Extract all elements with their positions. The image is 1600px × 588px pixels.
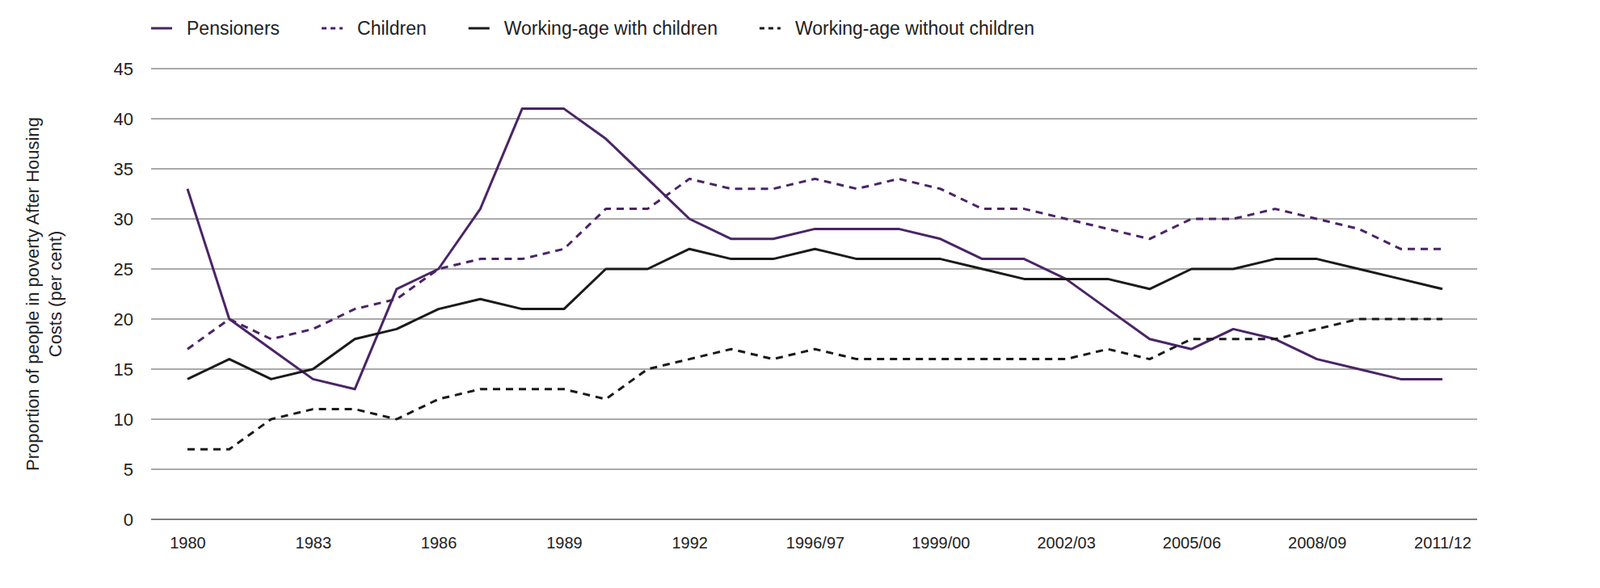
- grid-line: [151, 319, 1478, 320]
- tick: 1992: [671, 519, 708, 552]
- tick: 20: [113, 309, 152, 330]
- tick: 45: [113, 58, 152, 80]
- tick-label: 2002/03: [1036, 534, 1095, 552]
- grid-line: [151, 168, 1478, 170]
- lines: [187, 109, 1443, 451]
- grid-line: [151, 469, 1478, 471]
- tick: 1986: [421, 519, 458, 552]
- legend-item: Children: [321, 17, 427, 39]
- tick: 2002/03: [1036, 519, 1095, 552]
- tick: 30: [113, 209, 152, 230]
- series-line: [187, 109, 1443, 390]
- series-line: [187, 319, 1443, 450]
- tick-label: 2008/09: [1288, 534, 1347, 552]
- tick: 25: [113, 259, 152, 280]
- legend-swatch: [468, 27, 490, 30]
- tick: 35: [113, 159, 152, 180]
- tick-label: 1986: [421, 534, 458, 552]
- grid-line: [151, 519, 1478, 521]
- legend-label: Working-age with children: [504, 17, 718, 39]
- tick-label: 1983: [295, 534, 333, 552]
- legend-label: Children: [357, 17, 427, 39]
- tick-label: 5: [123, 459, 134, 480]
- axis-line: [151, 69, 152, 521]
- tick-label: 2005/06: [1162, 534, 1222, 552]
- tick-label: 35: [113, 159, 134, 180]
- tick-label: 1999/00: [911, 534, 970, 552]
- tick: 1989: [546, 519, 583, 552]
- axis-line: [151, 519, 1478, 521]
- grid-line: [151, 68, 1478, 70]
- tick: 1983: [295, 519, 333, 552]
- legend-label: Pensioners: [186, 17, 280, 39]
- tick: 10: [113, 409, 152, 430]
- tick: 0: [123, 509, 152, 531]
- tick-label: 2011/12: [1414, 534, 1472, 552]
- tick: 40: [113, 109, 152, 130]
- legend: Pensioners Children Working-age with child…: [151, 17, 1035, 39]
- tick: 1999/00: [911, 519, 970, 552]
- x-axis: 1980 1983 1986 1989 1992 1996/97 1999/00 2002/0…: [151, 519, 1478, 552]
- tick-label: 1980: [169, 534, 207, 552]
- legend-swatch: [321, 27, 343, 30]
- y-axis: 0 5 10 15 20 25 30 35 40 45: [113, 58, 152, 531]
- chart: 0510152025303540451980198319861989199219…: [0, 0, 1600, 588]
- legend-label: Working-age without children: [795, 17, 1035, 39]
- legend-item: Working-age with children: [468, 17, 718, 39]
- y-axis-title: Proportion of people in poverty After Ho…: [22, 117, 66, 472]
- grid-line: [151, 419, 1478, 421]
- tick-label: 10: [113, 409, 134, 430]
- tick-label: 30: [113, 209, 134, 230]
- tick-label: 0: [123, 509, 134, 531]
- tick: 5: [123, 459, 152, 480]
- tick: 15: [113, 359, 152, 380]
- tick-label: 45: [113, 58, 134, 80]
- legend-item: Pensioners: [151, 17, 280, 39]
- tick-label: 25: [113, 259, 134, 280]
- grid-line: [151, 269, 1478, 270]
- grid-line: [151, 369, 1478, 371]
- tick: 2008/09: [1288, 519, 1347, 552]
- tick-label: 15: [113, 359, 134, 380]
- grid-line: [151, 218, 1478, 220]
- legend-item: Working-age without children: [759, 17, 1035, 39]
- tick-label: 1996/97: [786, 534, 845, 552]
- legend-swatch: [759, 27, 781, 30]
- tick: 2005/06: [1162, 519, 1222, 552]
- tick: 1996/97: [786, 519, 845, 552]
- tick-label: 40: [113, 109, 134, 130]
- tick: 2011/12: [1414, 519, 1472, 552]
- series-line: [187, 248, 1443, 379]
- grid: [151, 68, 1478, 520]
- tick: 1980: [169, 519, 207, 552]
- grid-line: [151, 118, 1478, 120]
- tick-label: 1989: [546, 534, 583, 552]
- tick-label: 20: [113, 309, 134, 330]
- legend-swatch: [151, 27, 173, 30]
- tick-label: 1992: [671, 534, 708, 552]
